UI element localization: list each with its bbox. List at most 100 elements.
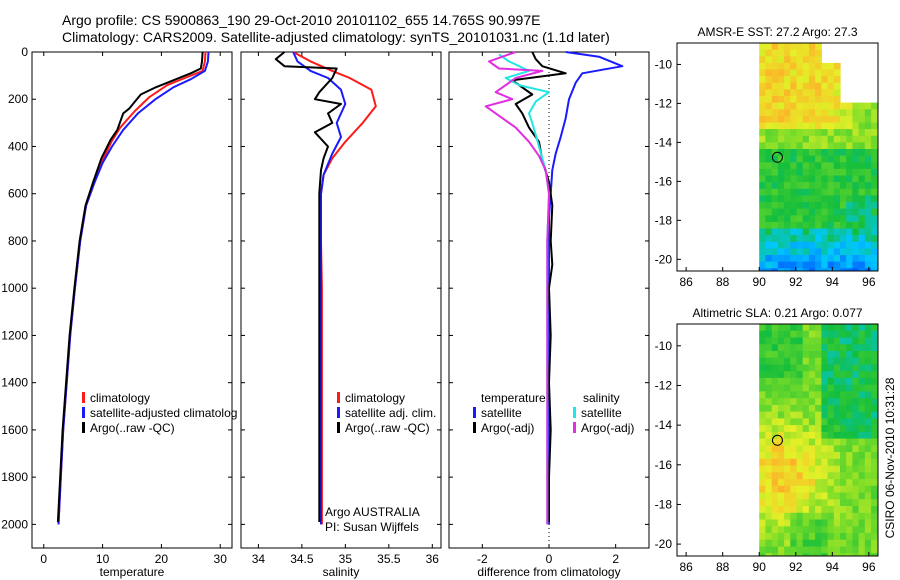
heatmap-cell	[790, 465, 798, 473]
heatmap-cell	[833, 364, 841, 372]
y-tick-label: -20	[655, 252, 673, 266]
heatmap-cell	[759, 135, 766, 143]
heatmap-cell	[852, 175, 860, 183]
heatmap-cell	[790, 202, 798, 210]
heatmap-cell	[840, 479, 847, 487]
heatmap-cell	[765, 398, 773, 406]
heatmap-cell	[871, 425, 878, 433]
heatmap-cell	[846, 149, 853, 157]
heatmap-cell	[846, 188, 853, 196]
heatmap-cell	[784, 492, 791, 500]
heatmap-cell	[858, 512, 866, 521]
heatmap-cell	[815, 330, 822, 338]
heatmap-cell	[784, 195, 791, 203]
heatmap-cell	[821, 492, 829, 500]
heatmap-cell	[790, 208, 798, 216]
heatmap-cell	[790, 512, 798, 521]
heatmap-cell	[827, 398, 835, 406]
heatmap-cell	[796, 215, 804, 223]
heatmap-cell	[827, 155, 835, 163]
heatmap-cell	[871, 175, 878, 183]
heatmap-cell	[815, 188, 822, 196]
heatmap-cell	[790, 533, 798, 541]
heatmap-cell	[846, 162, 853, 170]
y-tick-label: 1800	[1, 470, 28, 484]
heatmap-cell	[802, 512, 810, 521]
heatmap-cell	[796, 175, 804, 183]
heatmap-cell	[777, 155, 785, 163]
legend-swatch	[573, 407, 576, 418]
heatmap-cell	[840, 418, 847, 426]
heatmap-cell	[815, 351, 822, 359]
heatmap-cell	[784, 458, 791, 467]
heatmap-cell	[765, 418, 773, 426]
heatmap-cell	[846, 337, 853, 345]
x-tick-label: 96	[862, 275, 876, 289]
heatmap-cell	[777, 102, 785, 110]
heatmap-cell	[840, 519, 847, 527]
heatmap-cell	[759, 492, 766, 500]
heatmap-cell	[802, 142, 810, 150]
heatmap-cell	[852, 546, 860, 554]
heatmap-cell	[777, 492, 785, 500]
heatmap-cell	[871, 377, 878, 386]
heatmap-cell	[846, 485, 853, 494]
heatmap-cell	[796, 182, 804, 190]
heatmap-cell	[846, 411, 853, 419]
heatmap-cell	[802, 465, 810, 473]
heatmap-cell	[771, 418, 779, 426]
legend-label: Argo(..raw -QC)	[345, 421, 430, 435]
heatmap-cell	[765, 404, 773, 413]
heatmap-cell	[808, 241, 816, 249]
heatmap-cell	[790, 135, 798, 143]
heatmap-cell	[846, 418, 853, 426]
heatmap-cell	[864, 149, 872, 157]
heatmap-cell	[840, 221, 847, 230]
heatmap-cell	[802, 384, 810, 392]
heatmap-cell	[777, 512, 785, 521]
heatmap-cell	[846, 255, 853, 263]
heatmap-cell	[765, 221, 773, 230]
heatmap-cell	[821, 109, 829, 117]
heatmap-cell	[796, 102, 804, 110]
heatmap-cell	[796, 56, 804, 64]
heatmap-cell	[827, 82, 835, 90]
heatmap-cell	[840, 228, 847, 236]
map-frame	[676, 42, 879, 272]
heatmap-cell	[808, 539, 816, 547]
heatmap-cell	[827, 102, 835, 110]
heatmap-cell	[833, 182, 841, 190]
heatmap-cell	[802, 546, 810, 554]
heatmap-cell	[827, 255, 835, 263]
heatmap-cell	[765, 472, 773, 480]
heatmap-cell	[833, 546, 841, 554]
heatmap-cell	[846, 142, 853, 150]
heatmap-cell	[852, 228, 860, 236]
heatmap-cell	[833, 69, 841, 77]
heatmap-cell	[759, 519, 766, 527]
y-tick-label: -20	[655, 537, 673, 551]
heatmap-cell	[871, 182, 878, 190]
heatmap-cell	[827, 162, 835, 170]
heatmap-cell	[784, 418, 791, 426]
heatmap-cell	[815, 445, 822, 453]
heatmap-cell	[808, 377, 816, 386]
heatmap-cell	[864, 391, 872, 399]
series-satellite	[292, 51, 347, 525]
map-sla_map: Altimetric SLA: 0.21 Argo: 0.077 86 88 90 92…	[655, 306, 900, 574]
heatmap-cell	[759, 228, 766, 236]
heatmap-cell	[777, 255, 785, 263]
heatmap-cell	[784, 168, 791, 177]
heatmap-cell	[815, 215, 822, 223]
heatmap-cell	[858, 115, 866, 124]
heatmap-cell	[802, 122, 810, 130]
heatmap-cell	[815, 149, 822, 157]
heatmap-cell	[827, 202, 835, 210]
heatmap-cell	[759, 472, 766, 480]
heatmap-cell	[846, 115, 853, 124]
heatmap-cell	[808, 195, 816, 203]
heatmap-cell	[852, 465, 860, 473]
heatmap-cell	[771, 122, 779, 130]
heatmap-cell	[827, 76, 835, 84]
heatmap-cell	[759, 115, 766, 124]
